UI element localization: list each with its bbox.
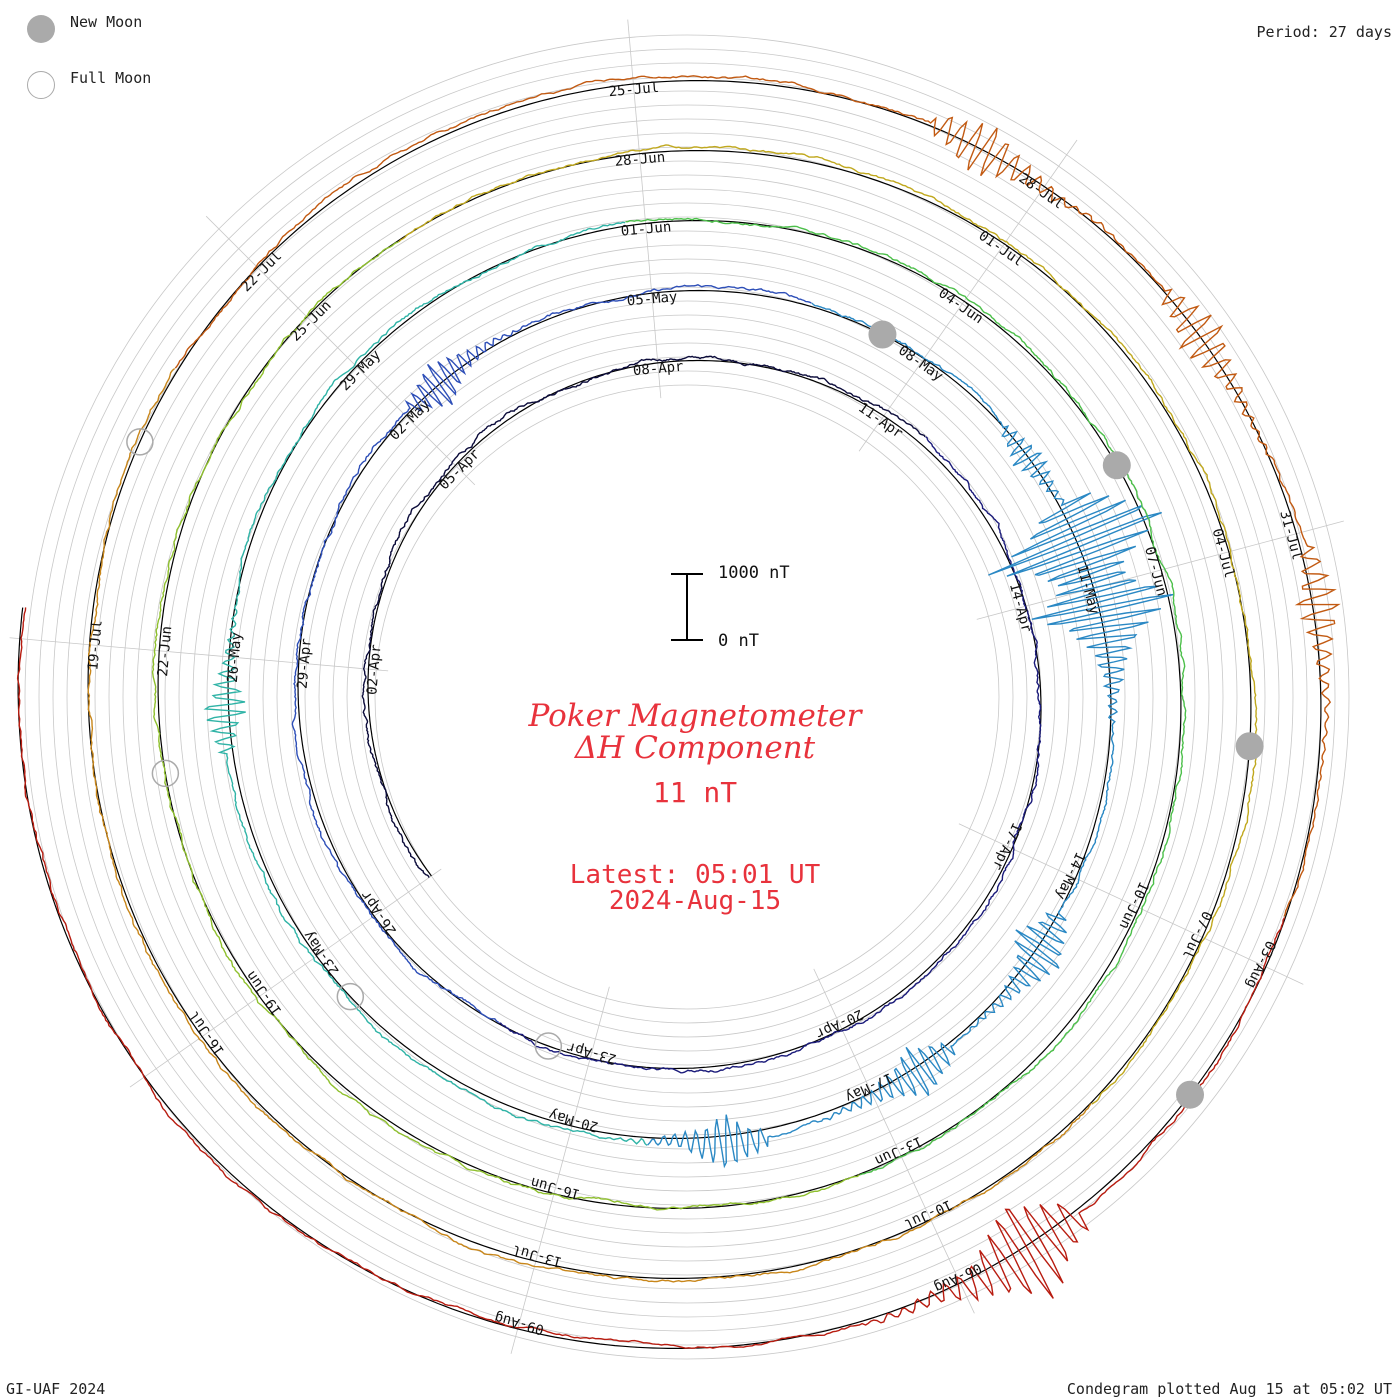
series-segment-8	[398, 144, 1259, 1105]
date-label: 25-Jul	[608, 80, 660, 100]
new-moon-marker	[1176, 1080, 1205, 1109]
grid-ring	[304, 314, 1070, 1080]
date-label: 08-Apr	[632, 359, 684, 379]
date-label: 20-Apr	[813, 1006, 866, 1042]
date-label: 29-Apr	[295, 638, 315, 690]
full-moon-marker	[151, 759, 180, 788]
grid-spoke	[958, 823, 1304, 985]
grid-ring	[360, 370, 1014, 1024]
date-label: 01-Jul	[975, 228, 1026, 270]
new-moon-icon	[27, 15, 55, 43]
date-label: 08-May	[895, 342, 946, 384]
latest-date: 2024-Aug-15	[608, 886, 782, 916]
grid-ring	[234, 244, 1140, 1150]
full-moon-marker	[534, 1032, 563, 1060]
date-label: 05-May	[626, 289, 678, 309]
grid-spoke	[976, 520, 1344, 620]
new-moon-marker	[868, 320, 897, 349]
full-moon-marker	[336, 982, 365, 1011]
date-label: 13-Jun	[872, 1133, 925, 1169]
moon-markers	[126, 320, 1264, 1109]
series-segment-11	[16, 607, 1286, 1349]
date-label: 02-Apr	[364, 644, 384, 696]
date-label: 31-Jul	[1276, 509, 1305, 562]
credit-label: GI-UAF 2024	[6, 1380, 106, 1398]
series-segment-4	[646, 302, 1175, 1169]
grid-ring	[38, 48, 1336, 1346]
grid-ring	[178, 188, 1196, 1206]
grid-spoke	[9, 637, 389, 672]
date-label: 26-May	[225, 632, 245, 684]
plotted-timestamp: Condegram plotted Aug 15 at 05:02 UT	[1066, 1380, 1392, 1398]
grid-spoke	[813, 968, 975, 1314]
date-label: 10-Jun	[1116, 879, 1152, 932]
grid-ring	[150, 160, 1224, 1234]
grid-ring	[108, 118, 1266, 1276]
grid-ring	[374, 384, 1000, 1010]
grid-spoke	[627, 19, 662, 399]
new-moon-legend-label: New Moon	[70, 13, 143, 31]
date-label: 17-Apr	[989, 820, 1025, 873]
grid-spoke	[205, 215, 476, 486]
chart-title: Poker Magnetometer	[528, 698, 862, 734]
scale-bar	[671, 573, 703, 641]
grid-ring	[276, 286, 1098, 1108]
date-label: 17-May	[843, 1069, 896, 1105]
grid-ring	[136, 146, 1238, 1248]
scale-top-label: 1000 nT	[718, 563, 790, 583]
grid-ring	[206, 216, 1168, 1178]
date-label: 19-Jul	[85, 619, 105, 671]
series-segment-1	[361, 355, 926, 878]
date-label: 07-Jul	[1179, 908, 1215, 961]
baseline-value: 11 nT	[652, 776, 738, 809]
date-label: 11-Apr	[855, 400, 906, 442]
latest-time: Latest: 05:01 UT	[569, 860, 821, 890]
new-moon-marker	[1235, 732, 1264, 761]
full-moon-legend-label: Full Moon	[70, 69, 152, 87]
date-label: 03-Aug	[1242, 938, 1278, 991]
grid-ring	[318, 328, 1056, 1066]
grid-ring	[164, 174, 1210, 1220]
chart-subtitle: ΔH Component	[574, 730, 816, 766]
date-label: 14-Apr	[1006, 581, 1035, 634]
grid-ring	[290, 300, 1084, 1094]
grid-ring	[80, 90, 1294, 1304]
date-label: 01-Jun	[620, 219, 672, 239]
date-label: 10-Jul	[902, 1196, 955, 1232]
series-segment-10	[174, 75, 1341, 917]
series-segment-3	[291, 284, 812, 1024]
grid-ring	[24, 34, 1350, 1360]
grid-ring	[220, 230, 1154, 1164]
grid-ring	[94, 104, 1280, 1290]
series-segment-7	[151, 241, 860, 1211]
full-moon-marker	[126, 428, 154, 456]
scale-bottom-label: 0 nT	[718, 631, 759, 651]
date-label: 04-Jul	[1209, 527, 1238, 580]
series-segment-6	[625, 217, 1187, 1176]
grid-spoke	[510, 986, 610, 1354]
full-moon-icon	[27, 71, 55, 99]
date-label: 14-May	[1052, 849, 1088, 902]
series-segment-9	[87, 367, 1092, 1283]
new-moon-marker	[1102, 451, 1131, 480]
series-segment-2	[498, 436, 1042, 1074]
date-label: 28-Jun	[614, 150, 666, 170]
date-label: 22-Jun	[155, 625, 175, 677]
period-label: Period: 27 days	[1256, 23, 1392, 41]
series-segment-5	[203, 221, 648, 1146]
grid-spoke	[129, 868, 442, 1088]
data-spiral	[16, 75, 1341, 1349]
